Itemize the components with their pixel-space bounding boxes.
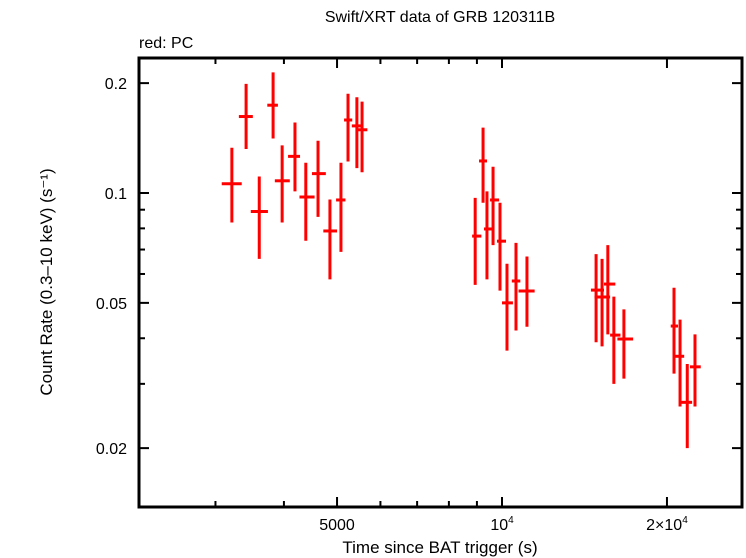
y-axis-label: Count Rate (0.3–10 keV) (s⁻¹) bbox=[37, 168, 56, 395]
data-point bbox=[344, 93, 353, 162]
data-point bbox=[610, 296, 621, 384]
y-axis: 0.2 0.1 0.05 0.02 bbox=[96, 76, 742, 458]
y-tick-label: 0.1 bbox=[105, 186, 127, 203]
x-tick-label: 104 bbox=[490, 515, 514, 534]
data-point bbox=[603, 245, 616, 335]
data-point bbox=[511, 242, 521, 331]
x-tick-label: 2×104 bbox=[646, 515, 688, 534]
x-axis-label: Time since BAT trigger (s) bbox=[342, 538, 537, 557]
data-point bbox=[323, 199, 338, 280]
plot-border bbox=[137, 56, 744, 509]
y-tick-label: 0.05 bbox=[96, 296, 127, 313]
chart-title: Swift/XRT data of GRB 120311B bbox=[325, 9, 555, 26]
x-axis: 5000 104 2×104 bbox=[214, 58, 688, 534]
data-point bbox=[681, 364, 693, 449]
data-point bbox=[267, 72, 278, 139]
data-point bbox=[490, 166, 500, 246]
data-point bbox=[496, 202, 507, 291]
data-point bbox=[357, 101, 368, 173]
data-point bbox=[274, 145, 290, 223]
data-point bbox=[674, 319, 685, 407]
data-point bbox=[336, 162, 346, 252]
y-tick-label: 0.02 bbox=[96, 441, 127, 458]
x-tick-label: 5000 bbox=[319, 517, 355, 534]
data-point bbox=[250, 176, 268, 259]
data-point bbox=[288, 122, 301, 192]
data-point bbox=[311, 140, 326, 217]
data-series-pc bbox=[221, 72, 701, 449]
data-point bbox=[238, 83, 253, 149]
data-point bbox=[483, 191, 494, 280]
y-tick-label: 0.2 bbox=[105, 76, 127, 93]
data-point bbox=[472, 197, 482, 285]
data-point bbox=[299, 162, 315, 241]
data-point bbox=[221, 147, 242, 223]
data-point bbox=[689, 334, 701, 407]
data-point bbox=[479, 127, 488, 203]
data-point bbox=[502, 263, 513, 351]
plot-frame bbox=[137, 56, 744, 509]
data-point bbox=[670, 287, 679, 374]
chart-subtitle: red: PC bbox=[139, 35, 193, 52]
data-point bbox=[617, 309, 634, 379]
data-point bbox=[518, 256, 535, 327]
